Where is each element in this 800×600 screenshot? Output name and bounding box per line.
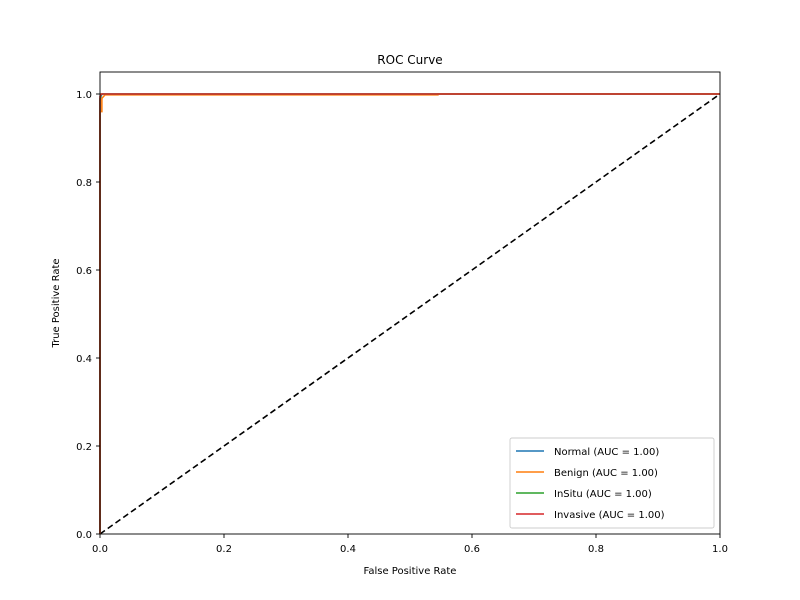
chance-reference-line bbox=[99, 93, 721, 535]
legend-label: InSitu (AUC = 1.00) bbox=[554, 489, 652, 500]
x-tick-label: 1.0 bbox=[712, 544, 728, 555]
y-tick-label: 0.0 bbox=[76, 530, 92, 541]
y-tick-label: 0.2 bbox=[76, 442, 92, 453]
chart-title: ROC Curve bbox=[377, 53, 442, 67]
x-tick-label: 0.0 bbox=[92, 544, 108, 555]
y-tick-label: 0.6 bbox=[76, 266, 92, 277]
axes-layer: 0.0 0.2 0.4 0.6 0.8 1.0 0.0 0.2 0.4 0.6 0.8 1.0 bbox=[76, 71, 728, 555]
legend: Normal (AUC = 1.00) Benign (AUC = 1.00) In… bbox=[509, 437, 715, 529]
y-tick-label: 0.8 bbox=[76, 178, 92, 189]
legend-label: Benign (AUC = 1.00) bbox=[554, 468, 658, 479]
axes-frame bbox=[99, 71, 721, 535]
legend-box bbox=[509, 437, 715, 529]
y-axis-label: True Positive Rate bbox=[51, 258, 62, 348]
legend-label: Invasive (AUC = 1.00) bbox=[554, 510, 665, 521]
x-tick-label: 0.8 bbox=[588, 544, 604, 555]
y-tick-label: 0.4 bbox=[76, 354, 92, 365]
y-tick-label: 1.0 bbox=[76, 90, 92, 101]
x-tick-label: 0.6 bbox=[464, 544, 480, 555]
x-tick-label: 0.4 bbox=[340, 544, 356, 555]
x-tick-label: 0.2 bbox=[216, 544, 232, 555]
x-axis-label: False Positive Rate bbox=[364, 566, 457, 577]
legend-label: Normal (AUC = 1.00) bbox=[554, 447, 659, 458]
